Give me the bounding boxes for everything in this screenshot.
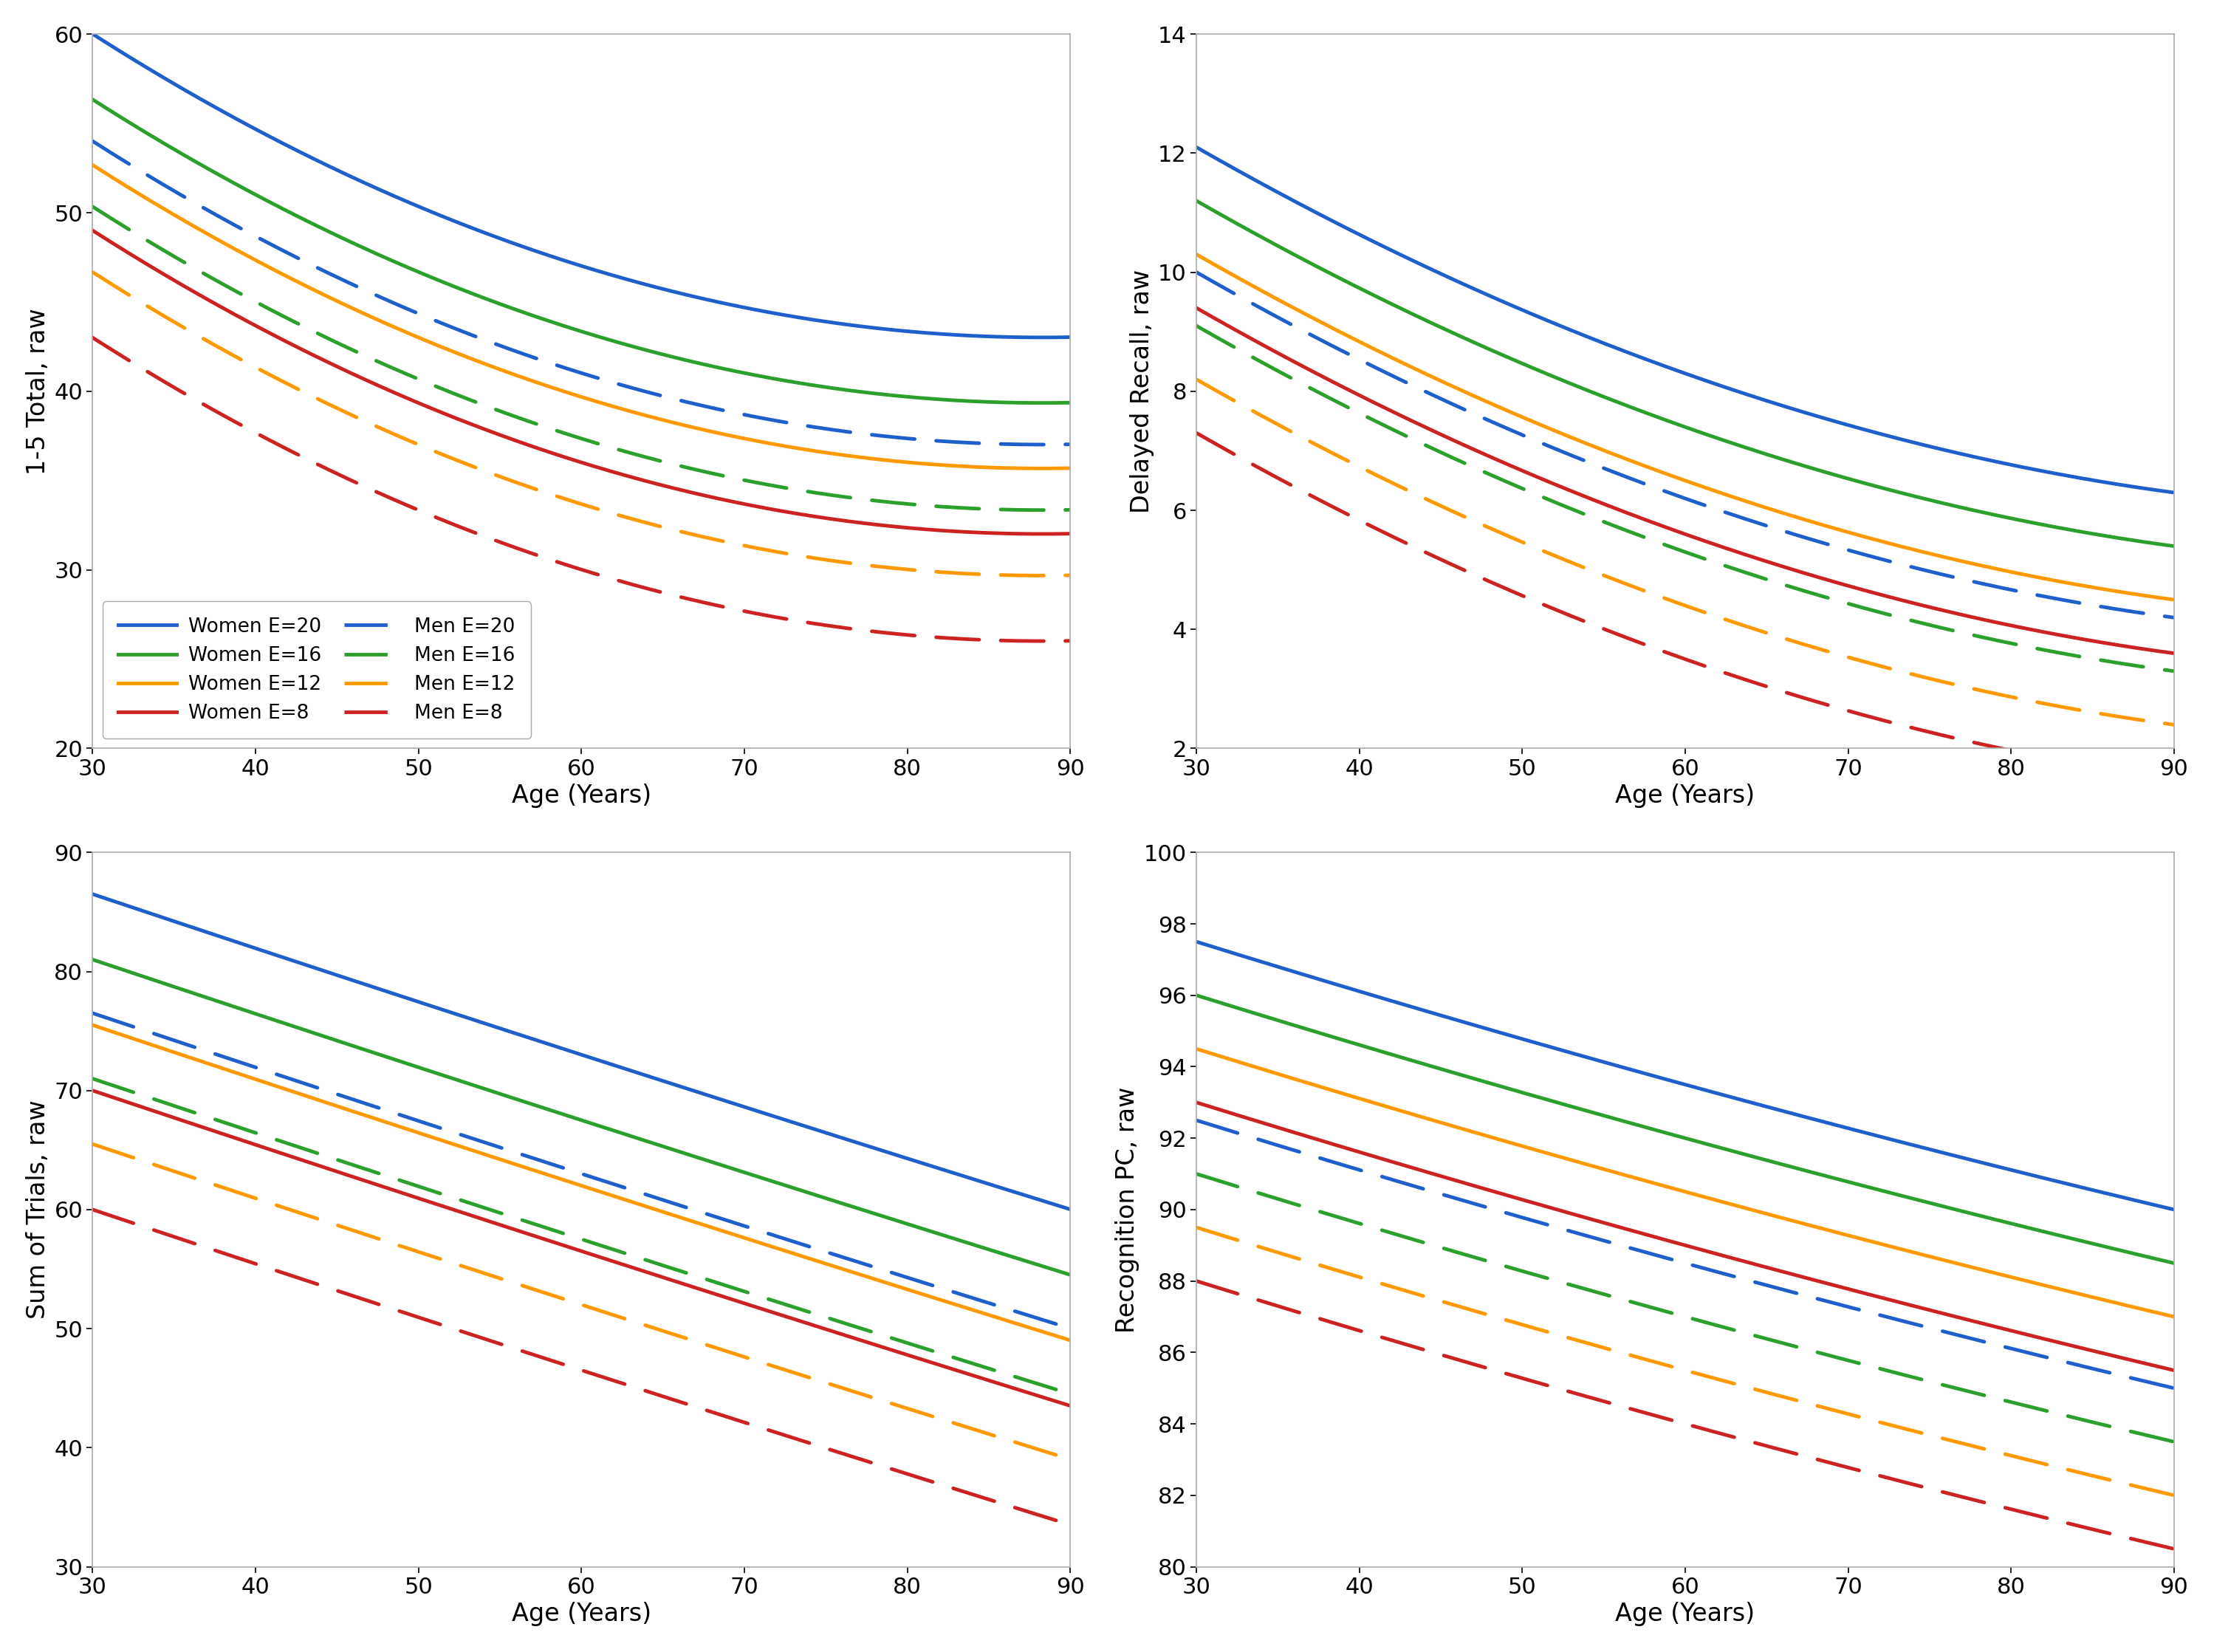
X-axis label: Age (Years): Age (Years): [511, 1602, 651, 1626]
Legend: Women E=20, Women E=16, Women E=12, Women E=8, Men E=20, Men E=16, Men E=12, Men: Women E=20, Women E=16, Women E=12, Wome…: [102, 601, 531, 738]
X-axis label: Age (Years): Age (Years): [511, 783, 651, 808]
Y-axis label: Delayed Recall, raw: Delayed Recall, raw: [1129, 269, 1153, 514]
X-axis label: Age (Years): Age (Years): [1616, 1602, 1756, 1626]
Y-axis label: 1-5 Total, raw: 1-5 Total, raw: [27, 307, 51, 474]
Y-axis label: Recognition PC, raw: Recognition PC, raw: [1116, 1087, 1140, 1333]
Y-axis label: Sum of Trials, raw: Sum of Trials, raw: [27, 1100, 51, 1318]
X-axis label: Age (Years): Age (Years): [1616, 783, 1756, 808]
